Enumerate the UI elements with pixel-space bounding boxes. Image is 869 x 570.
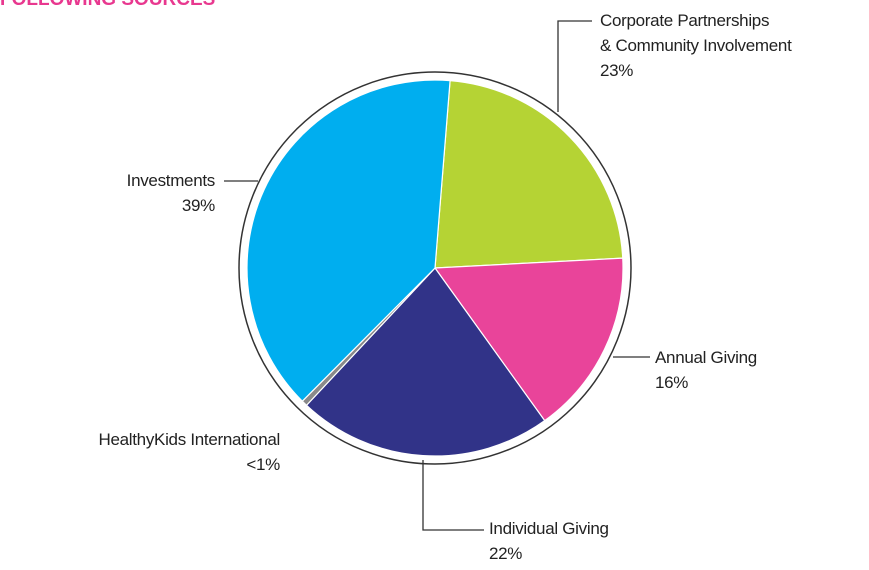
- chart-title: FOLLOWING SOURCES: [0, 0, 215, 10]
- slice-label: HealthyKids International <1%: [98, 427, 280, 477]
- category-label: Annual Giving: [655, 348, 757, 367]
- category-label: Individual Giving: [489, 519, 609, 538]
- category-label: Investments: [126, 171, 216, 190]
- value-label: <1%: [246, 455, 280, 474]
- category-label: Corporate Partnerships & Community Invol…: [600, 11, 792, 55]
- category-label: HealthyKids International: [98, 430, 280, 449]
- value-label: 22%: [489, 544, 523, 563]
- slice-label: Individual Giving 22%: [489, 516, 609, 566]
- leader-line: [557, 20, 592, 112]
- pie-slice: [305, 267, 546, 457]
- leader-line: [422, 460, 484, 531]
- value-label: 16%: [655, 373, 689, 392]
- slice-label: Investments 39%: [126, 168, 216, 218]
- pie: [246, 79, 624, 457]
- slice-label: Annual Giving 16%: [655, 345, 757, 395]
- value-label: 23%: [600, 61, 634, 80]
- pie-slice: [246, 79, 451, 403]
- pie-slice: [433, 257, 624, 422]
- slice-label: Corporate Partnerships & Community Invol…: [600, 8, 792, 83]
- value-label: 39%: [181, 196, 215, 215]
- pie-slice: [434, 79, 624, 269]
